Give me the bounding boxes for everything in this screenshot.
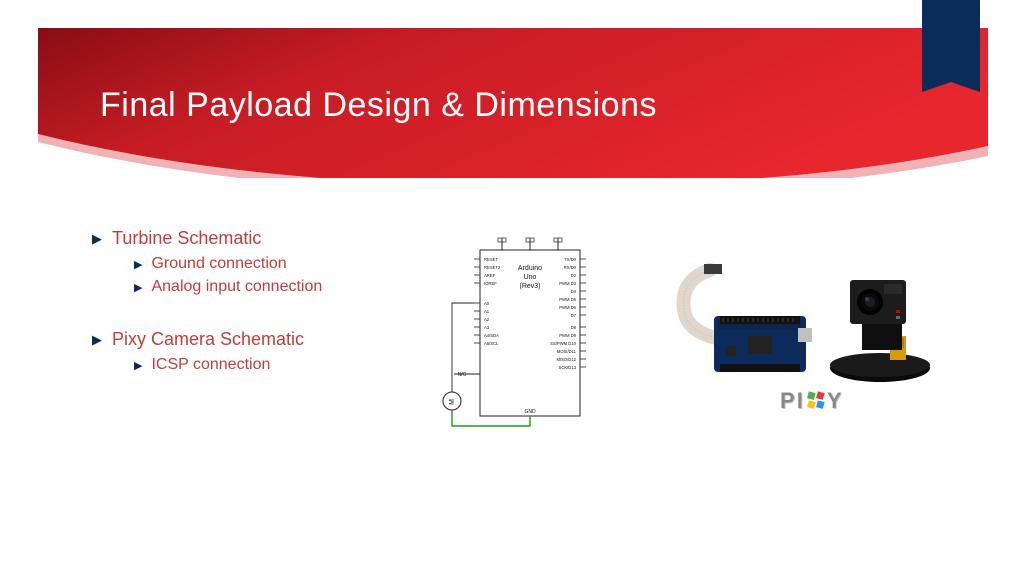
svg-text:A0: A0 [484, 301, 490, 306]
svg-text:D2: D2 [571, 273, 577, 278]
bullet-l2: ▶ Ground connection [134, 255, 392, 273]
bullet-l1: ▶ Pixy Camera Schematic [92, 329, 392, 350]
bullet-l1: ▶ Turbine Schematic [92, 228, 392, 249]
ribbon-accent [922, 0, 980, 82]
svg-text:SS/PWM D10: SS/PWM D10 [550, 341, 576, 346]
svg-text:A3: A3 [484, 325, 490, 330]
slide-title: Final Payload Design & Dimensions [100, 86, 657, 125]
svg-text:RESET2: RESET2 [484, 265, 501, 270]
svg-text:PWM D5: PWM D5 [559, 297, 576, 302]
svg-text:PWM D3: PWM D3 [559, 281, 576, 286]
svg-text:GND: GND [524, 409, 536, 415]
svg-text:A1: A1 [484, 309, 490, 314]
svg-text:SCK/D13: SCK/D13 [559, 365, 577, 370]
svg-text:RX/D0: RX/D0 [564, 265, 577, 270]
svg-text:A4/SDA: A4/SDA [484, 333, 499, 338]
bullet-arrow-icon: ▶ [92, 332, 102, 348]
bullet-l2: ▶ ICSP connection [134, 356, 392, 374]
svg-text:M: M [449, 399, 456, 405]
svg-text:D7: D7 [571, 313, 577, 318]
svg-text:MOSI/D11: MOSI/D11 [557, 349, 577, 354]
svg-text:PWM D9: PWM D9 [559, 333, 576, 338]
svg-text:Uno: Uno [524, 274, 537, 281]
bullet-arrow-icon: ▶ [134, 258, 142, 271]
arduino-schematic: Arduino Uno (Rev3) RESET RESET2 AREF IOR… [424, 236, 624, 436]
svg-text:PWM D6: PWM D6 [559, 305, 576, 310]
bullet-l2: ▶ Analog input connection [134, 278, 392, 296]
svg-text:D8: D8 [571, 325, 577, 330]
svg-text:Arduino: Arduino [518, 265, 542, 272]
svg-text:IOREF: IOREF [484, 281, 497, 286]
svg-text:(Rev3): (Rev3) [519, 283, 540, 290]
bullet-text: Ground connection [151, 255, 286, 273]
bullet-list: ▶ Turbine Schematic ▶ Ground connection … [92, 220, 392, 377]
bullet-arrow-icon: ▶ [134, 359, 142, 372]
bullet-arrow-icon: ▶ [134, 281, 142, 294]
svg-text:RESET: RESET [484, 257, 498, 262]
svg-text:A2: A2 [484, 317, 490, 322]
bullet-text: Pixy Camera Schematic [112, 329, 304, 350]
svg-text:N/C: N/C [458, 372, 467, 378]
svg-text:A5/SCL: A5/SCL [484, 341, 499, 346]
svg-text:TX/D0: TX/D0 [564, 257, 577, 262]
svg-text:D4: D4 [571, 289, 577, 294]
svg-text:AREF: AREF [484, 273, 496, 278]
bullet-text: ICSP connection [151, 356, 270, 374]
bullet-text: Analog input connection [151, 278, 322, 296]
svg-text:MISO/D12: MISO/D12 [556, 357, 576, 362]
bullet-text: Turbine Schematic [112, 228, 261, 249]
bullet-arrow-icon: ▶ [92, 231, 102, 247]
pixy-logo: PI Y [780, 388, 844, 414]
